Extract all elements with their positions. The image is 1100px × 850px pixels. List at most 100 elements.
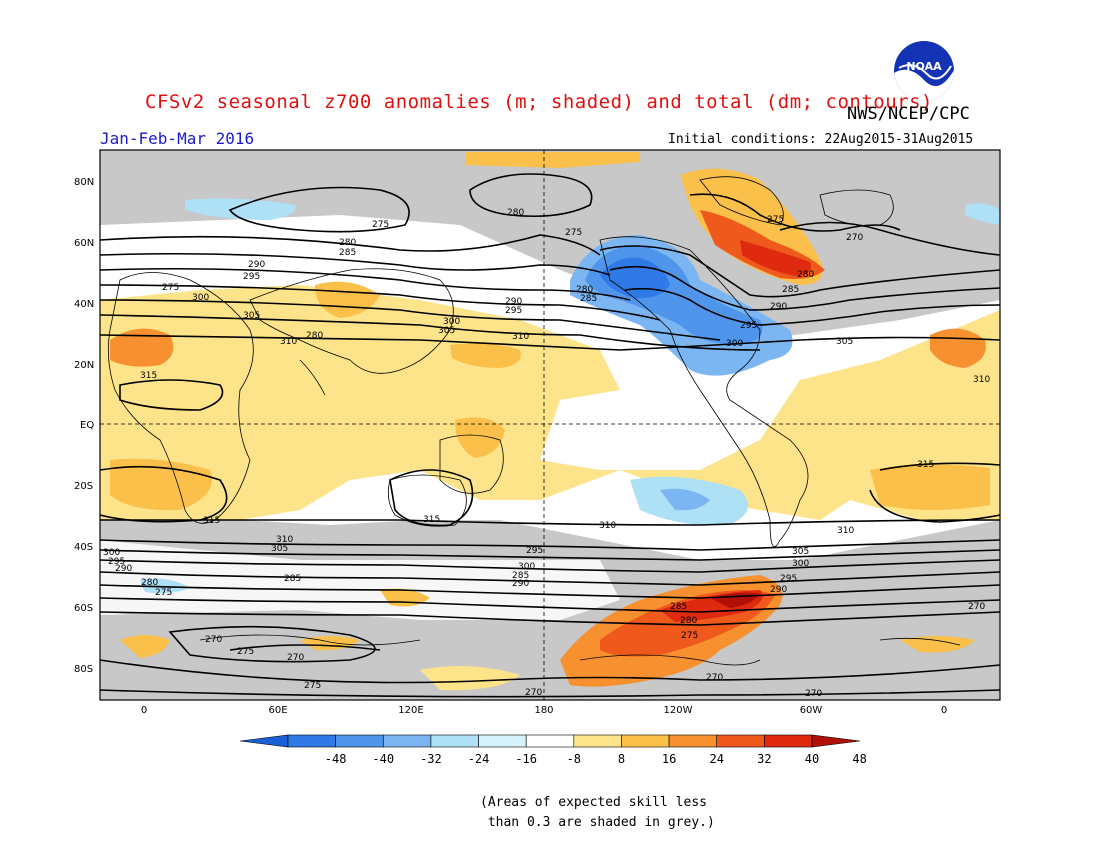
agency-label: NWS/NCEP/CPC bbox=[847, 104, 970, 124]
map-frame bbox=[99, 149, 1001, 701]
contour-label: 305 bbox=[271, 544, 288, 554]
longitude-axis: 0 60E 120E 180 120W 60W 0 bbox=[141, 705, 947, 716]
contour-label: 285 bbox=[339, 248, 356, 258]
contour-label: 305 bbox=[836, 337, 853, 347]
colorbar-label: 8 bbox=[617, 752, 626, 766]
contour-label: 315 bbox=[203, 516, 220, 526]
contour-label: 290 bbox=[505, 297, 522, 307]
lon-label: 60W bbox=[800, 705, 823, 716]
contour-label: 270 bbox=[287, 653, 304, 663]
contour-label: 280 bbox=[680, 616, 697, 626]
contour-label: 275 bbox=[681, 631, 698, 641]
contour-label: 300 bbox=[103, 548, 120, 558]
contour-label: 295 bbox=[780, 574, 797, 584]
colorbar-label: -48 bbox=[324, 752, 347, 766]
colorbar-segment bbox=[764, 734, 813, 748]
lat-label: 80S bbox=[74, 664, 93, 675]
contour-label: 275 bbox=[565, 228, 582, 238]
lon-label: 180 bbox=[534, 705, 553, 716]
latitude-axis: 80N 60N 40N 20N EQ 20S 40S 60S 80S bbox=[74, 177, 94, 675]
lat-label: EQ bbox=[80, 420, 94, 431]
contour-label: 290 bbox=[248, 260, 265, 270]
contour-label: 280 bbox=[141, 578, 158, 588]
colorbar-segment bbox=[716, 734, 765, 748]
contour-label: 305 bbox=[438, 326, 455, 336]
colorbar-arrow-low bbox=[239, 734, 289, 748]
colorbar-segment bbox=[478, 734, 527, 748]
contour-label: 280 bbox=[306, 331, 323, 341]
lon-label: 0 bbox=[941, 705, 947, 716]
colorbar bbox=[239, 734, 861, 748]
contour-label: 275 bbox=[767, 215, 784, 225]
contour-label: 295 bbox=[505, 306, 522, 316]
colorbar-segment bbox=[335, 734, 384, 748]
skill-note: (Areas of expected skill less than 0.3 a… bbox=[480, 795, 715, 830]
contour-label: 270 bbox=[706, 673, 723, 683]
colorbar-label: 24 bbox=[709, 752, 724, 766]
lon-label: 0 bbox=[141, 705, 147, 716]
contour-label: 285 bbox=[512, 571, 529, 581]
colorbar-label: -32 bbox=[420, 752, 442, 766]
contour-label: 295 bbox=[526, 546, 543, 556]
lon-label: 120W bbox=[664, 705, 693, 716]
contour-label: 310 bbox=[512, 332, 529, 342]
colorbar-segment bbox=[621, 734, 670, 748]
contour-label: 275 bbox=[304, 681, 321, 691]
colorbar-segment bbox=[573, 734, 622, 748]
contour-label: 295 bbox=[740, 321, 757, 331]
contour-label: 305 bbox=[243, 311, 260, 321]
map-title: CFSv2 seasonal z700 anomalies (m; shaded… bbox=[145, 91, 933, 113]
contour-label: 290 bbox=[770, 302, 787, 312]
colorbar-label: -24 bbox=[467, 752, 490, 766]
initial-conditions: Initial conditions: 22Aug2015-31Aug2015 bbox=[668, 132, 974, 147]
contour-label: 270 bbox=[805, 689, 822, 699]
contour-label: 285 bbox=[580, 294, 597, 304]
lon-label: 60E bbox=[268, 705, 287, 716]
contour-label: 280 bbox=[339, 238, 356, 248]
contour-label: 270 bbox=[846, 233, 863, 243]
contour-label: 275 bbox=[162, 283, 179, 293]
colorbar-label: -40 bbox=[372, 752, 395, 766]
contour-labels: 275 280 280 285 290 295 300 305 310 315 … bbox=[103, 208, 990, 699]
period-label: Jan-Feb-Mar 2016 bbox=[100, 129, 255, 148]
contour-label: 310 bbox=[276, 535, 293, 545]
colorbar-segment bbox=[382, 734, 432, 748]
contour-label: 315 bbox=[140, 371, 157, 381]
colorbar-arrow-high bbox=[811, 734, 861, 748]
colorbar-label: 40 bbox=[804, 752, 820, 766]
height-contours bbox=[100, 173, 1000, 698]
colorbar-label: 16 bbox=[661, 752, 677, 766]
contour-label: 285 bbox=[670, 602, 687, 612]
map-field bbox=[100, 150, 1000, 700]
contour-label: 270 bbox=[525, 688, 542, 698]
contour-label: 315 bbox=[917, 460, 934, 470]
lat-label: 60S bbox=[74, 603, 93, 614]
lat-label: 60N bbox=[74, 238, 94, 249]
colorbar-segment bbox=[430, 734, 479, 748]
contour-label: 290 bbox=[512, 579, 529, 589]
contour-label: 290 bbox=[115, 564, 132, 574]
contour-label: 300 bbox=[792, 559, 809, 569]
colorbar-label: -16 bbox=[515, 752, 538, 766]
contour-label: 300 bbox=[443, 317, 460, 327]
contour-label: 290 bbox=[770, 585, 787, 595]
lon-label: 120E bbox=[398, 705, 423, 716]
contour-label: 315 bbox=[423, 515, 440, 525]
lat-label: 40S bbox=[74, 542, 93, 553]
contour-label: 275 bbox=[237, 647, 254, 657]
colorbar-label: -8 bbox=[566, 752, 582, 766]
contour-label: 295 bbox=[243, 272, 260, 282]
logo-text: NOAA bbox=[906, 60, 942, 73]
contour-label: 310 bbox=[973, 375, 990, 385]
contour-label: 305 bbox=[792, 547, 809, 557]
colorbar-label: 32 bbox=[757, 752, 772, 766]
contour-label: 280 bbox=[797, 270, 814, 280]
lat-label: 20N bbox=[74, 360, 94, 371]
lat-label: 80N bbox=[74, 177, 94, 188]
contour-label: 270 bbox=[968, 602, 985, 612]
contour-label: 310 bbox=[280, 337, 297, 347]
colorbar-segment bbox=[287, 734, 336, 748]
colorbar-label: 48 bbox=[852, 752, 867, 766]
lat-label: 40N bbox=[74, 299, 94, 310]
